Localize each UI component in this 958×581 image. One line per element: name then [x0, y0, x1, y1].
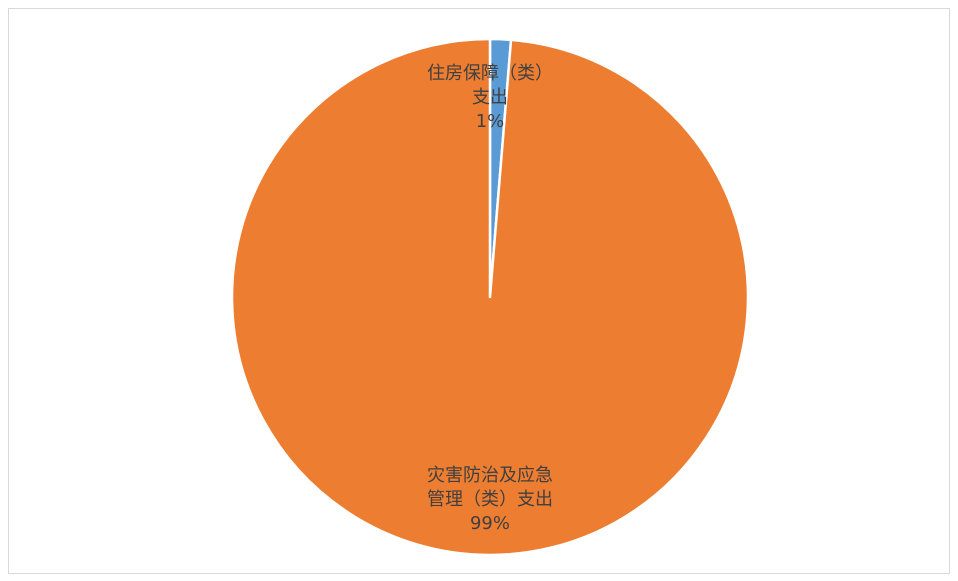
pie-slice-1: [230, 37, 750, 557]
slice-name-label-0-0: 住房保障（类）: [427, 63, 553, 84]
chart-frame: 住房保障（类） 支出 1% 灾害防治及应急 管理（类）支出 99%: [8, 8, 950, 574]
pie-slices: [230, 37, 750, 557]
slice-name-label-0-1: 支出: [472, 87, 508, 108]
slice-percent-label-1: 99%: [470, 513, 510, 534]
slice-percent-label-0: 1%: [476, 111, 505, 132]
slice-name-label-1-1: 管理（类）支出: [427, 489, 553, 510]
slice-name-label-1-0: 灾害防治及应急: [427, 465, 553, 486]
